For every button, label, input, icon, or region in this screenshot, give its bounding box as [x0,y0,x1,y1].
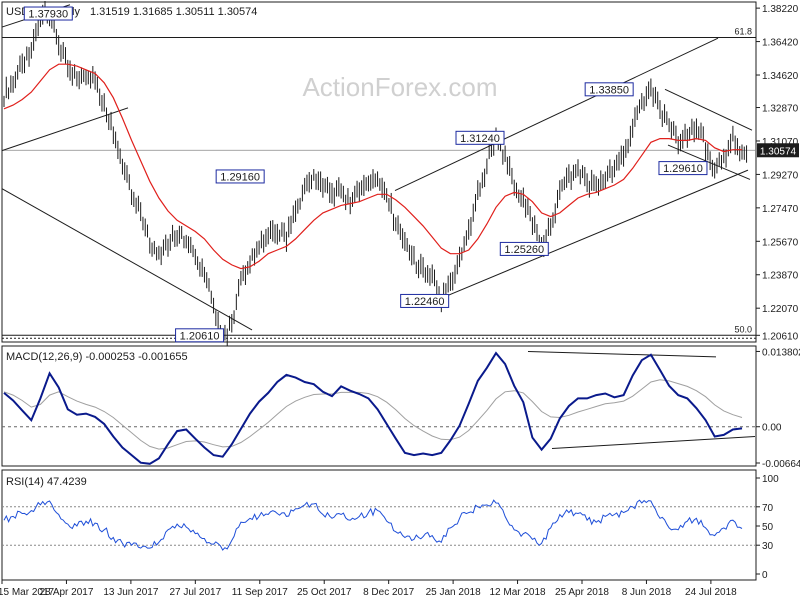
trend-line [664,88,753,131]
x-tick-label: 8 Jun 2018 [622,587,672,598]
trend-line [1,188,253,331]
x-tick-label: 27 Jul 2017 [169,587,221,598]
price-ytick-label: 1.38220 [762,4,799,15]
price-ytick-label: 1.27470 [762,204,799,215]
trend-line [667,144,751,180]
price-ytick-label: 1.20610 [762,331,799,342]
moving-average-line [3,63,742,270]
price-annotation-label: 1.25260 [504,244,544,256]
macd-trend-line [551,436,756,450]
price-ytick-label: 1.22070 [762,304,799,315]
price-ytick-label: 1.36420 [762,38,799,49]
ohlc-header: 1.31519 1.31685 1.30511 1.30574 [90,6,257,18]
x-tick-label: 24 Jul 2018 [685,587,737,598]
x-tick-label: 12 Mar 2018 [489,587,546,598]
price-annotation-label: 1.29610 [663,163,703,175]
macd-ytick-label: -0.006648 [762,459,800,470]
macd-trend-line [527,350,717,358]
trend-line [431,169,749,303]
price-panel-frame [1,1,757,343]
price-ytick-label: 1.31070 [762,137,799,148]
trend-line [394,37,719,192]
rsi-ytick-label: 70 [762,503,774,514]
x-tick-label: 25 Apr 2018 [555,587,609,598]
price-ytick-label: 1.23870 [762,271,799,282]
price-ytick-label: 1.32870 [762,104,799,115]
rsi-line [3,499,743,551]
macd-panel: MACD(12,26,9) -0.000253 -0.001655 [6,351,188,363]
price-annotation-label: 1.37930 [28,9,68,21]
rsi-panel-frame [1,469,757,581]
x-tick-label: 8 Dec 2017 [363,587,415,598]
price-ytick-label: 1.25670 [762,237,799,248]
x-tick-label: 11 Sep 2017 [232,587,288,598]
price-annotation-label: 1.20610 [180,330,220,342]
price-annotation-label: 1.31240 [460,133,500,145]
price-annotation-label: 1.33850 [589,84,629,96]
price-annotation-label: 1.29160 [220,171,260,183]
fib-level-label: 61.8 [734,26,752,36]
price-annotation-box [658,161,708,176]
price-ytick-label: 1.29270 [762,170,799,181]
rsi-panel: RSI(14) 47.4239 [6,476,87,488]
macd-panel-frame [1,345,757,467]
fib-level-label: 50.0 [734,324,752,334]
price-annotation-box [499,241,549,256]
macd-ytick-label: 0.013802 [762,347,800,358]
x-tick-label: 15 Mar 2017 [0,587,55,598]
price-annotation-box [455,130,505,145]
x-tick-label: 28 Apr 2017 [39,587,93,598]
watermark: ActionForex.com [302,72,497,102]
x-tick-label: 13 Jun 2017 [103,587,158,598]
macd-title: MACD(12,26,9) -0.000253 -0.001655 [6,351,188,363]
price-annotation-box [584,82,634,97]
macd-ytick-label: 0.00 [762,423,782,434]
rsi-ytick-label: 30 [762,541,774,552]
macd-series-layer: 0.013802 0.00 -0.006648 [2,347,800,470]
macd-line [3,351,743,465]
price-annotation-label: 1.22460 [405,296,445,308]
price-annotation-box [23,6,73,21]
rsi-title: RSI(14) 47.4239 [6,476,87,488]
price-annotation-box [215,169,265,184]
rsi-ytick-label: 100 [762,474,779,485]
price-annotation-box [400,293,450,308]
rsi-ytick-label: 50 [762,522,774,533]
macd-signal-line [3,379,743,450]
price-series-layer: 1.38220 1.36420 1.34620 1.32870 1.31070 1.292… [1,1,799,347]
x-tick-label: 25 Oct 2017 [297,587,352,598]
price-ytick-label: 1.34620 [762,71,799,82]
rsi-series-layer: 100 70 50 30 0 [2,474,779,581]
current-price-box [757,143,799,158]
current-price-label: 1.30574 [760,146,797,157]
x-tick-label: 25 Jan 2018 [426,587,481,598]
price-annotation-box [175,328,225,343]
rsi-ytick-label: 0 [762,570,768,581]
